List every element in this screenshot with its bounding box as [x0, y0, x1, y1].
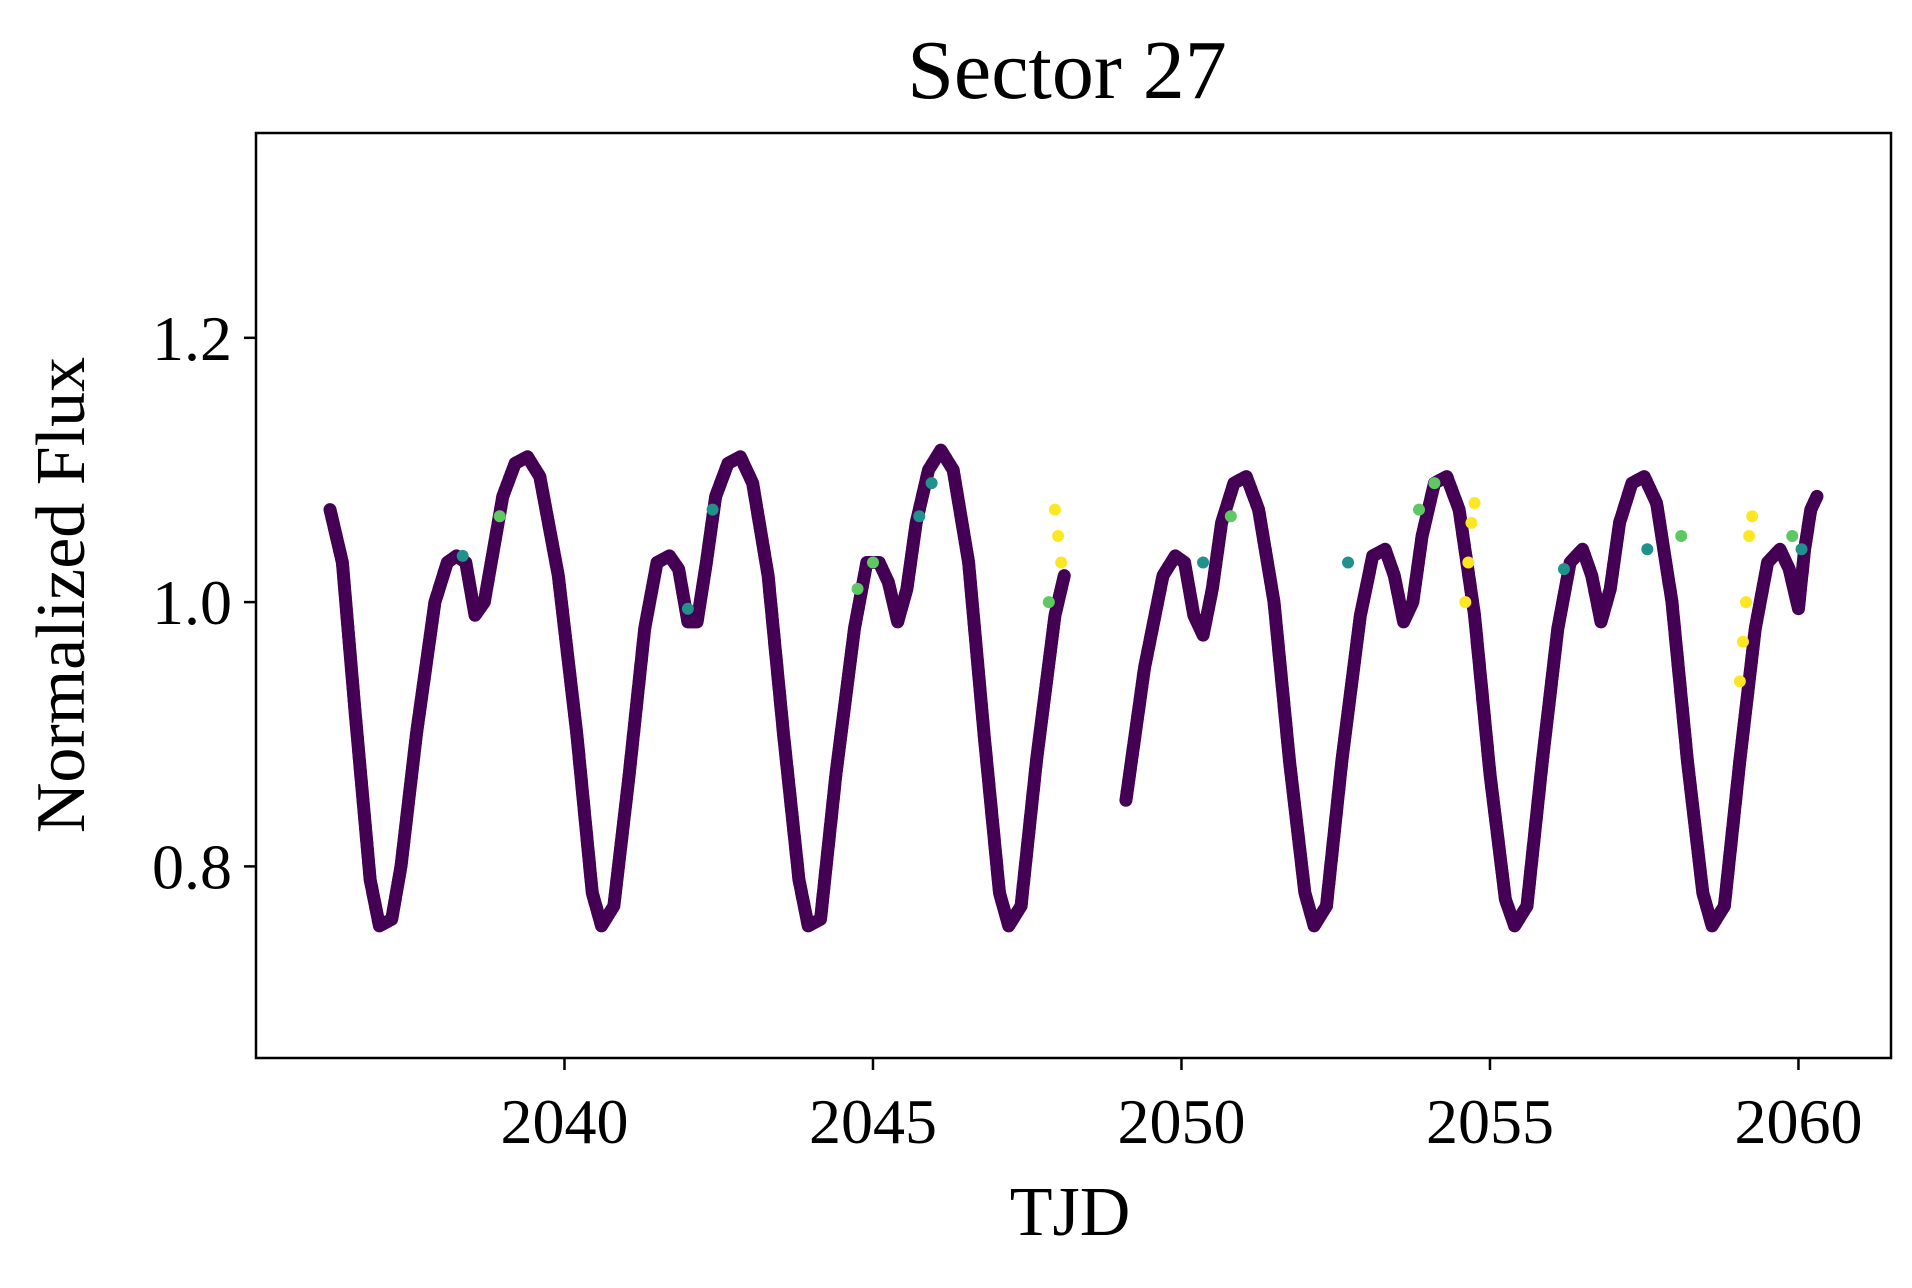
highlight-point	[1042, 596, 1055, 609]
highlight-point	[1786, 530, 1799, 543]
x-tick-label: 2055	[1426, 1086, 1554, 1157]
x-tick-label: 2045	[809, 1086, 937, 1157]
highlight-point	[681, 602, 694, 615]
data-point	[1057, 569, 1071, 583]
highlight-point	[1795, 543, 1808, 556]
highlight-point	[1558, 563, 1570, 576]
highlight-point	[1459, 596, 1472, 609]
highlight-point	[1743, 530, 1756, 543]
highlight-point	[1736, 635, 1749, 648]
highlight-point	[1465, 516, 1478, 529]
highlight-point	[1055, 556, 1068, 569]
highlight-point	[493, 510, 506, 523]
highlight-point	[851, 582, 864, 595]
x-tick-label: 2060	[1734, 1086, 1862, 1157]
chart-title: Sector 27	[907, 24, 1227, 117]
y-tick-label: 1.0	[152, 567, 232, 638]
highlight-point	[866, 556, 879, 569]
highlight-point	[1413, 503, 1426, 516]
highlight-points	[456, 477, 1808, 688]
x-axis-ticks: 2040 2045 2050 2055 2060	[500, 1058, 1862, 1157]
highlight-point	[1746, 510, 1759, 523]
plot-frame	[254, 131, 1893, 1060]
y-tick-label: 1.2	[152, 303, 232, 374]
data-series-segment-1	[323, 443, 1071, 933]
highlight-point	[1224, 510, 1237, 523]
highlight-point	[456, 549, 469, 562]
highlight-point	[1052, 530, 1065, 543]
y-tick-label: 0.8	[152, 831, 232, 902]
highlight-point	[913, 510, 926, 523]
highlight-point	[1197, 556, 1210, 569]
plot-area	[323, 443, 1824, 933]
x-axis-label: TJD	[1010, 1174, 1131, 1251]
x-tick-label: 2040	[500, 1086, 628, 1157]
data-point	[1810, 489, 1824, 503]
highlight-point	[1428, 477, 1441, 490]
highlight-point	[1048, 503, 1061, 516]
highlight-point	[1641, 543, 1654, 556]
highlight-point	[706, 503, 719, 516]
highlight-point	[1468, 497, 1481, 509]
highlight-point	[1342, 556, 1355, 569]
y-axis-ticks: 0.8 1.0 1.2	[152, 303, 256, 902]
x-tick-label: 2050	[1117, 1086, 1245, 1157]
highlight-point	[1740, 596, 1753, 609]
y-axis-label: Normalized Flux	[23, 357, 100, 833]
highlight-point	[1462, 556, 1475, 569]
highlight-point	[925, 477, 938, 490]
data-series-segment-2	[1119, 470, 1824, 933]
highlight-point	[1733, 675, 1746, 688]
highlight-point	[1675, 530, 1688, 543]
